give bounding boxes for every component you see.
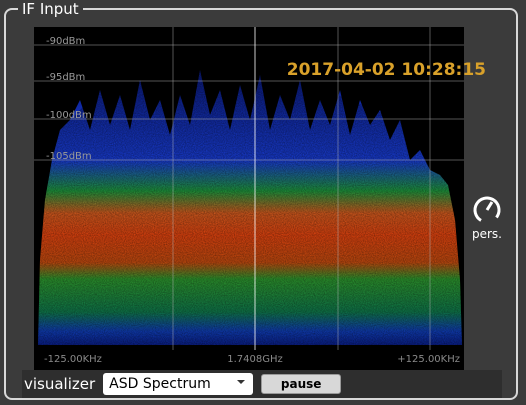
persistence-knob[interactable]: pers. — [471, 194, 504, 241]
x-label: +125.00KHz — [397, 354, 460, 365]
y-label: -95dBm — [46, 72, 85, 83]
y-label: -90dBm — [46, 36, 85, 47]
grid — [34, 27, 464, 350]
spectrum-noise — [38, 70, 462, 345]
x-label: -125.00KHz — [44, 354, 102, 365]
panel-frame — [4, 8, 518, 400]
control-bar: visualizer ASD Spectrum pause — [22, 370, 502, 398]
pause-button[interactable]: pause — [261, 374, 342, 394]
panel-title: IF Input — [18, 0, 83, 18]
y-label: -100dBm — [46, 110, 92, 121]
visualizer-select[interactable]: ASD Spectrum — [103, 373, 254, 395]
persistence-label: pers. — [472, 227, 502, 241]
visualizer-label: visualizer — [24, 375, 96, 393]
x-label: 1.7408GHz — [227, 354, 283, 365]
y-label: -105dBm — [46, 151, 92, 162]
timestamp: 2017-04-02 10:28:15 — [287, 60, 486, 80]
